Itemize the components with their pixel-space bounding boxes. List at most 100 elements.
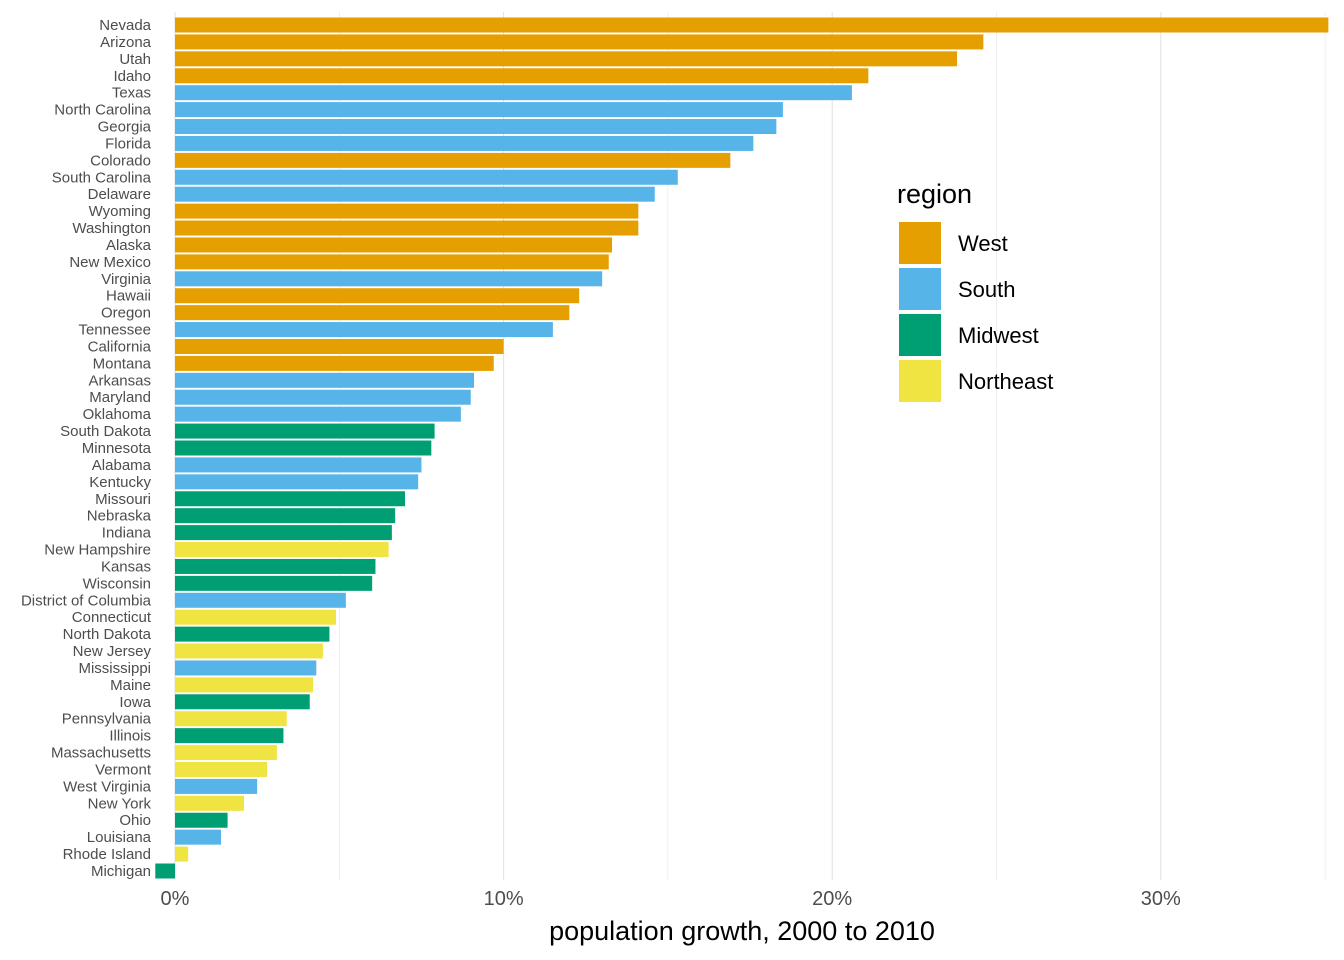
- state-label: Tennessee: [78, 322, 151, 339]
- bar-utah: [175, 51, 958, 67]
- state-label: Utah: [119, 51, 151, 68]
- state-label: Colorado: [90, 152, 151, 169]
- bar-pennsylvania: [175, 711, 287, 727]
- legend-key-west: [899, 222, 941, 264]
- x-tick-label: 30%: [1141, 888, 1181, 910]
- bar-iowa: [175, 694, 310, 710]
- bar-california: [175, 338, 504, 354]
- state-label: District of Columbia: [21, 592, 152, 609]
- state-label: Iowa: [119, 694, 151, 711]
- state-label: Michigan: [91, 863, 151, 880]
- bar-michigan: [155, 863, 175, 879]
- bar-virginia: [175, 271, 603, 287]
- bar-texas: [175, 85, 852, 101]
- state-label: New Hampshire: [44, 542, 151, 559]
- state-label: Montana: [93, 355, 152, 372]
- state-label: South Carolina: [52, 169, 152, 186]
- bars: [155, 17, 1329, 879]
- bar-ohio: [175, 812, 228, 828]
- legend-label: Northeast: [958, 369, 1053, 394]
- bar-washington: [175, 220, 639, 236]
- bar-alaska: [175, 237, 613, 253]
- state-label: Pennsylvania: [62, 711, 152, 728]
- bar-maryland: [175, 389, 471, 405]
- state-label: Arizona: [100, 34, 152, 51]
- state-label: Missouri: [95, 491, 151, 508]
- bar-vermont: [175, 761, 268, 777]
- state-label: Indiana: [102, 525, 152, 542]
- bar-arkansas: [175, 372, 475, 388]
- state-label: Ohio: [119, 812, 151, 829]
- state-label: Louisiana: [87, 829, 152, 846]
- bar-west-virginia: [175, 778, 258, 794]
- state-label: Illinois: [109, 728, 151, 745]
- legend-title: region: [897, 179, 972, 209]
- x-axis-ticks: 0% 10% 20% 30%: [161, 888, 1181, 910]
- state-label: Alabama: [92, 457, 152, 474]
- state-label: Florida: [105, 135, 152, 152]
- bar-wyoming: [175, 203, 639, 219]
- legend-label: South: [958, 277, 1016, 302]
- legend-key-northeast: [899, 360, 941, 402]
- state-label: Maine: [110, 677, 151, 694]
- state-label: California: [88, 338, 152, 355]
- state-label: Idaho: [113, 68, 151, 85]
- bar-rhode-island: [175, 846, 189, 862]
- x-tick-label: 0%: [161, 888, 190, 910]
- bar-indiana: [175, 525, 392, 541]
- bar-new-york: [175, 795, 245, 811]
- x-tick-label: 10%: [484, 888, 524, 910]
- bar-oregon: [175, 305, 570, 321]
- legend-key-south: [899, 268, 941, 310]
- bar-new-hampshire: [175, 542, 389, 558]
- bar-nevada: [175, 17, 1329, 33]
- bar-connecticut: [175, 609, 337, 625]
- bar-colorado: [175, 152, 731, 168]
- bar-south-carolina: [175, 169, 678, 185]
- state-label: Washington: [72, 220, 151, 237]
- bar-district-of-columbia: [175, 592, 346, 608]
- bar-nebraska: [175, 508, 396, 524]
- state-label: West Virginia: [63, 778, 151, 795]
- bar-delaware: [175, 186, 655, 202]
- state-label: Massachusetts: [51, 745, 151, 762]
- bar-illinois: [175, 728, 284, 744]
- state-label: Nevada: [99, 17, 151, 34]
- x-axis-title: population growth, 2000 to 2010: [549, 916, 935, 946]
- state-label: Texas: [112, 85, 151, 102]
- state-label: Mississippi: [78, 660, 151, 677]
- bar-idaho: [175, 68, 869, 84]
- state-label: Georgia: [98, 119, 152, 136]
- state-label: Hawaii: [106, 288, 151, 305]
- state-label: Virginia: [101, 271, 151, 288]
- bar-kansas: [175, 558, 376, 574]
- bar-arizona: [175, 34, 984, 50]
- state-label: Oregon: [101, 305, 151, 322]
- state-label: Arkansas: [88, 372, 151, 389]
- state-label: New Mexico: [69, 254, 151, 271]
- bar-new-jersey: [175, 643, 323, 659]
- bar-mississippi: [175, 660, 317, 676]
- legend-label: West: [958, 231, 1008, 256]
- bar-kentucky: [175, 474, 419, 490]
- state-label: Nebraska: [87, 508, 152, 525]
- state-label: New Jersey: [73, 643, 152, 660]
- state-label: Wyoming: [89, 203, 151, 220]
- state-label: Wisconsin: [83, 575, 151, 592]
- state-label: Maryland: [89, 389, 151, 406]
- state-label: North Carolina: [54, 102, 151, 119]
- state-label: South Dakota: [60, 423, 152, 440]
- state-label: Kansas: [101, 558, 151, 575]
- bar-massachusetts: [175, 745, 277, 761]
- bar-alabama: [175, 457, 422, 473]
- state-label: Rhode Island: [63, 846, 151, 863]
- state-label: Alaska: [106, 237, 152, 254]
- legend-key-midwest: [899, 314, 941, 356]
- x-tick-label: 20%: [812, 888, 852, 910]
- legend-label: Midwest: [958, 323, 1039, 348]
- bar-oklahoma: [175, 406, 461, 422]
- bar-florida: [175, 135, 754, 151]
- legend: region West South Midwest Northeast: [897, 179, 1053, 402]
- state-label: Delaware: [88, 186, 151, 203]
